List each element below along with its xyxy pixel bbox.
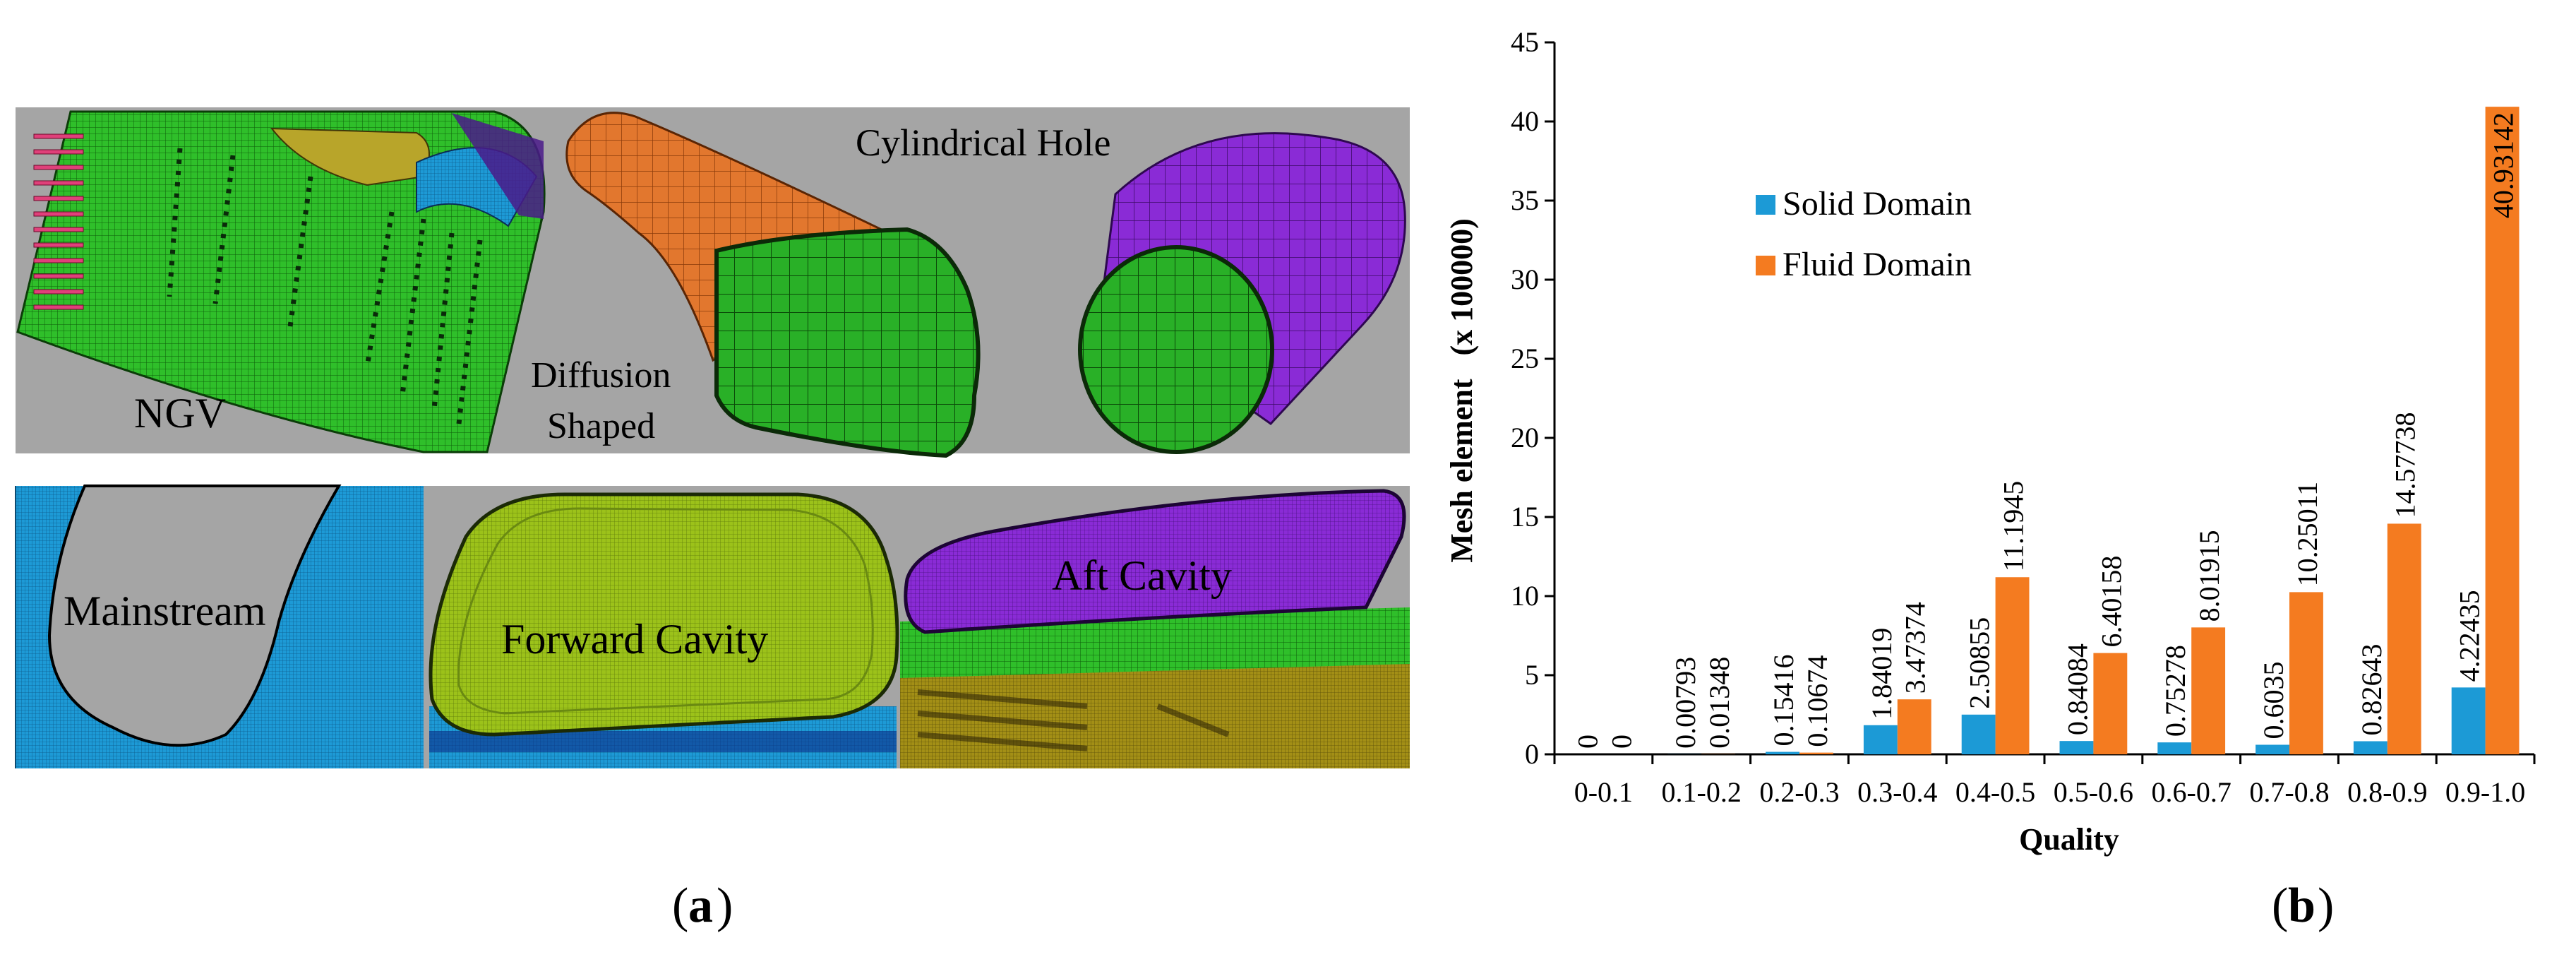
fluid-domain-value-label: 3.47374 bbox=[1900, 602, 1931, 694]
legend-swatch-solid bbox=[1756, 195, 1775, 215]
solid-domain-value-label: 0.6035 bbox=[2258, 661, 2289, 739]
bar-labels: 0 0.00793 0.15416 1.84019 2.50855 0.84084 0.75… bbox=[1571, 112, 2519, 749]
fluid-domain-value-label: 6.40158 bbox=[2095, 556, 2127, 648]
caption-b-letter: b bbox=[2288, 879, 2316, 933]
solid-domain-value-label: 2.50855 bbox=[1964, 617, 1996, 709]
caption-a-open: ( bbox=[672, 879, 688, 933]
solid-domain-value-label: 0.82643 bbox=[2356, 643, 2388, 735]
fluid-domain-bar bbox=[1996, 577, 2030, 754]
solid-domain-value-label: 0.75278 bbox=[2159, 645, 2191, 737]
label-diffusion-line2: Shaped bbox=[547, 406, 655, 446]
solid-domain-bar bbox=[2060, 741, 2094, 754]
fluid-domain-value-label: 8.01915 bbox=[2193, 530, 2225, 622]
y-tick-label: 5 bbox=[1525, 659, 1539, 691]
y-tick-label: 30 bbox=[1511, 263, 1539, 295]
y-axis-label: Mesh element (x 100000) bbox=[1444, 218, 1479, 563]
fluid-domain-value-label: 0.10674 bbox=[1802, 655, 1833, 747]
x-tick-label: 0.1-0.2 bbox=[1662, 776, 1742, 808]
y-tick-label: 45 bbox=[1511, 26, 1539, 58]
x-tick-label: 0.5-0.6 bbox=[2054, 776, 2133, 808]
x-tick-label: 0.6-0.7 bbox=[2152, 776, 2231, 808]
solid-domain-value-label: 1.84019 bbox=[1866, 628, 1898, 720]
fluid-domain-value-label: 0.01348 bbox=[1703, 657, 1735, 749]
solid-domain-value-label: 0.00793 bbox=[1670, 657, 1701, 749]
fluid-domain-bar bbox=[1898, 699, 1931, 754]
y-tick-label: 10 bbox=[1511, 580, 1539, 612]
y-tick-label: 35 bbox=[1511, 184, 1539, 216]
legend-swatch-fluid bbox=[1756, 256, 1775, 275]
solid-domain-bar bbox=[1766, 752, 1799, 754]
x-tick-label: 0.7-0.8 bbox=[2249, 776, 2329, 808]
fluid-domain-value-label: 40.93142 bbox=[2488, 112, 2520, 218]
label-aft-cavity: Aft Cavity bbox=[1052, 552, 1232, 599]
mesh-quality-bar-chart: 0 5 10 15 20 25 30 35 40 45 0-0.1 0.1-0.2 0.2-0.3 0.… bbox=[1433, 0, 2576, 953]
solid-domain-bar bbox=[2354, 741, 2388, 754]
fluid-domain-value-label: 0 bbox=[1605, 735, 1637, 749]
y-tick-label: 0 bbox=[1525, 738, 1539, 770]
x-tick-label: 0.2-0.3 bbox=[1759, 776, 1839, 808]
solid-domain-bar bbox=[2157, 742, 2191, 754]
label-mainstream: Mainstream bbox=[64, 588, 266, 634]
solid-domain-bar bbox=[2256, 744, 2289, 754]
y-tick-label: 20 bbox=[1511, 422, 1539, 453]
panel-b-quality-chart: 0 5 10 15 20 25 30 35 40 45 0-0.1 0.1-0.2 0.2-0.3 0.… bbox=[1433, 0, 2576, 953]
solid-domain-value-label: 0.15416 bbox=[1768, 655, 1799, 747]
fluid-domain-bar bbox=[2191, 627, 2225, 754]
panel-a-mesh-views: NGV Diffusion Shaped Cylindrical Hole Ma… bbox=[0, 0, 1433, 953]
solid-domain-value-label: 4.22435 bbox=[2454, 590, 2486, 682]
x-tick-label: 0.4-0.5 bbox=[1955, 776, 2035, 808]
solid-domain-bar bbox=[1962, 715, 1996, 754]
fluid-domain-value-label: 10.25011 bbox=[2292, 482, 2323, 587]
caption-a-letter: a bbox=[688, 879, 713, 933]
fluid-domain-value-label: 14.57738 bbox=[2390, 412, 2421, 518]
solid-domain-bar bbox=[1864, 725, 1898, 754]
solid-domain-value-label: 0.84084 bbox=[2061, 643, 2093, 735]
solid-domain-value-label: 0 bbox=[1571, 735, 1603, 749]
y-tick-label: 40 bbox=[1511, 105, 1539, 137]
y-tick-label: 25 bbox=[1511, 343, 1539, 374]
fluid-domain-bar bbox=[1799, 753, 1833, 754]
x-axis-label: Quality bbox=[2019, 822, 2119, 857]
mesh-views-figure: NGV Diffusion Shaped Cylindrical Hole Ma… bbox=[0, 0, 1433, 953]
label-diffusion-line1: Diffusion bbox=[531, 355, 671, 396]
caption-a-close: ) bbox=[717, 879, 733, 933]
y-tick-label: 15 bbox=[1511, 501, 1539, 533]
label-cylindrical-hole: Cylindrical Hole bbox=[856, 121, 1110, 164]
y-ticks: 0 5 10 15 20 25 30 35 40 45 bbox=[1511, 26, 1554, 770]
legend-label-solid: Solid Domain bbox=[1783, 185, 1972, 222]
fluid-domain-bar bbox=[2093, 653, 2127, 754]
label-ngv: NGV bbox=[134, 390, 226, 436]
legend-label-fluid: Fluid Domain bbox=[1783, 246, 1972, 283]
x-tick-label: 0.8-0.9 bbox=[2347, 776, 2427, 808]
solid-domain-bar bbox=[2452, 687, 2486, 754]
legend: Solid Domain Fluid Domain bbox=[1756, 185, 1972, 283]
fluid-domain-value-label: 11.1945 bbox=[1998, 481, 2030, 572]
label-forward-cavity: Forward Cavity bbox=[501, 616, 768, 662]
caption-b-open: ( bbox=[2272, 879, 2288, 933]
caption-b-close: ) bbox=[2318, 879, 2334, 933]
x-ticks: 0-0.1 0.1-0.2 0.2-0.3 0.3-0.4 0.4-0.5 0.5-0.6… bbox=[1554, 754, 2534, 808]
x-tick-label: 0-0.1 bbox=[1574, 776, 1633, 808]
x-tick-label: 0.3-0.4 bbox=[1857, 776, 1937, 808]
x-tick-label: 0.9-1.0 bbox=[2445, 776, 2525, 808]
fluid-domain-bar bbox=[2289, 592, 2323, 754]
fluid-domain-bar bbox=[2388, 523, 2421, 754]
